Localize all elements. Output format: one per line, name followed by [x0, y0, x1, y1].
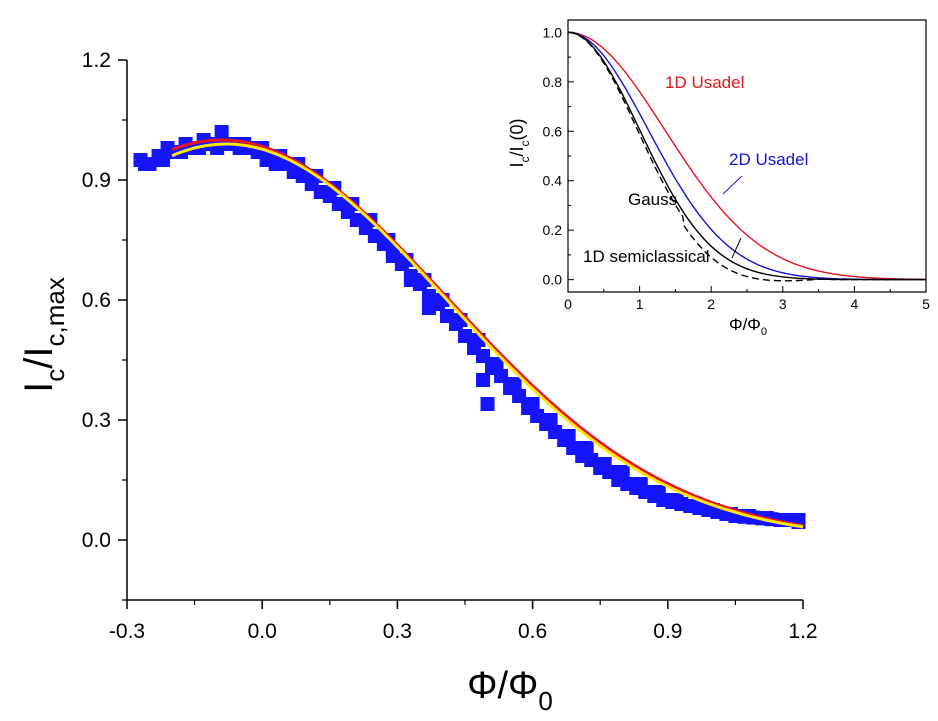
main-ylabel-mid: /I — [17, 346, 61, 368]
inset-y-axis-title: Ic/Ic(0) — [507, 118, 532, 167]
inset-lines — [568, 31, 926, 282]
annotation-1d-semiclassical: 1D semiclassical — [583, 247, 710, 266]
main-y-tick-label: 1.2 — [82, 49, 111, 72]
data-point — [214, 125, 229, 139]
main-x-tick-label: 0.0 — [248, 620, 277, 643]
data-point — [669, 493, 684, 507]
data-point — [138, 157, 153, 171]
data-point — [597, 457, 612, 471]
main-fit-lines — [171, 138, 804, 529]
pointer-1d-semiclassical — [731, 237, 742, 259]
data-point — [476, 349, 491, 363]
main-x-tick-label: 1.2 — [788, 620, 817, 643]
main-axes — [118, 59, 804, 609]
main-y-tick-label: 0.9 — [82, 169, 111, 192]
inset-y-tick-label: 1.0 — [543, 24, 563, 40]
data-point — [489, 357, 504, 371]
main-xlabel-sub: 0 — [538, 686, 552, 716]
inset-xlabel-sub: 0 — [761, 326, 767, 338]
data-point — [507, 377, 522, 391]
main-x-axis-title: Φ/Φ0 — [467, 665, 553, 716]
data-point — [579, 441, 594, 455]
data-point — [259, 153, 274, 167]
data-point — [512, 389, 527, 403]
main-x-tick-label: 0.9 — [653, 620, 682, 643]
data-point — [385, 245, 400, 259]
annotation-gauss: Gauss — [628, 190, 677, 209]
data-point — [381, 233, 396, 247]
main-plot: -0.3 0.0 0.3 0.6 0.9 1.20.00.30.60.91.2 Ic/Ic… — [17, 49, 818, 716]
main-xlabel-main: Φ/Φ — [467, 665, 538, 707]
main-tick-labels: -0.3 0.0 0.3 0.6 0.9 1.2 0.0 0.3 0.6 0.9 1.2 — [82, 49, 818, 643]
annotation-2d-usadel: 2D Usadel — [729, 150, 808, 169]
inset-xlabel-main: Φ/Φ — [729, 315, 761, 334]
fit-line-fit-yellow — [171, 142, 804, 529]
main-y-tick-label: 0.6 — [82, 289, 111, 312]
main-x-tick-label: 0.3 — [383, 620, 412, 643]
inset-ylabel-sub1: c — [518, 157, 532, 163]
inset-line-1d-semiclassical — [568, 31, 926, 282]
data-point — [476, 373, 491, 387]
inset-x-tick-label: 1 — [636, 296, 644, 312]
inset-line-1d-usadel — [568, 31, 926, 281]
data-point — [561, 429, 576, 443]
data-point — [615, 465, 630, 479]
data-point — [633, 477, 648, 491]
main-ylabel-sub1: c — [40, 369, 70, 382]
inset-y-tick-label: 0.6 — [543, 123, 563, 139]
inset-tick-labels: 0 1 2 3 4 5 0.0 0.2 0.4 0.6 0.8 1.0 — [543, 24, 931, 312]
data-point — [480, 397, 495, 411]
inset-x-tick-label: 3 — [779, 296, 787, 312]
data-point — [458, 329, 472, 343]
inset-ylabel-tail: (0) — [507, 118, 527, 140]
data-point — [403, 273, 418, 287]
inset-x-tick-label: 2 — [707, 296, 715, 312]
data-point — [421, 301, 436, 315]
inset-ylabel-mid: /I — [507, 146, 527, 156]
inset-x-tick-label: 0 — [564, 296, 572, 312]
fit-line-fit-red — [171, 138, 804, 528]
data-point — [651, 485, 666, 499]
data-point — [156, 153, 171, 167]
main-ylabel-main: I — [17, 382, 61, 393]
data-point — [543, 413, 558, 427]
inset-y-tick-label: 0.0 — [543, 272, 563, 288]
inset-background — [568, 20, 926, 292]
data-point — [525, 397, 540, 411]
data-point — [687, 499, 702, 513]
data-point — [494, 369, 509, 383]
inset-y-tick-label: 0.4 — [543, 173, 563, 189]
annotation-1d-usadel: 1D Usadel — [665, 73, 744, 92]
inset-x-tick-label: 4 — [851, 296, 859, 312]
inset-ylabel-main: I — [507, 163, 527, 168]
inset-x-tick-label: 5 — [922, 296, 930, 312]
inset-plot: 0 1 2 3 4 50.00.20.40.60.81.0 Ic/Ic(0) Φ/Φ0 1… — [507, 19, 931, 338]
main-y-axis-title: Ic/Ic,max — [17, 277, 70, 393]
main-y-tick-label: 0.0 — [82, 529, 111, 552]
inset-y-tick-label: 0.2 — [543, 222, 563, 238]
inset-ylabel-sub2: c — [518, 140, 532, 146]
inset-y-tick-label: 0.8 — [543, 74, 563, 90]
main-x-tick-label: -0.3 — [109, 620, 145, 643]
main-y-tick-label: 0.3 — [82, 409, 111, 432]
inset-axes — [567, 19, 927, 293]
main-x-tick-label: 0.6 — [518, 620, 547, 643]
pointer-2d-usadel — [722, 175, 743, 195]
main-ylabel-sub2: c,max — [40, 277, 70, 346]
inset-x-axis-title: Φ/Φ0 — [729, 315, 767, 338]
